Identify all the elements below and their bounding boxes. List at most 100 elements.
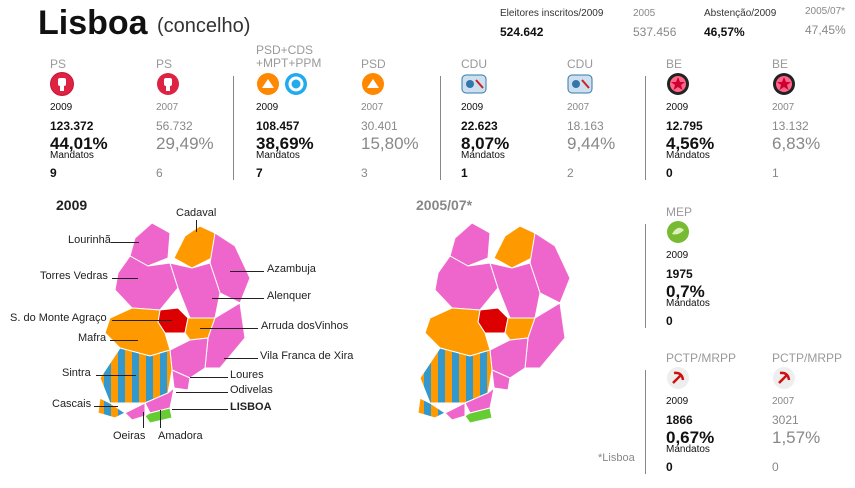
cdu-icon xyxy=(461,72,487,96)
region-alenquer xyxy=(169,262,221,319)
mandates-label: Mandatos xyxy=(50,150,94,161)
hammer-sickle-icon xyxy=(666,366,690,390)
leader-line xyxy=(111,242,139,243)
mandates-label: Mandatos xyxy=(256,150,300,161)
party-votes: 56.732 xyxy=(156,119,193,133)
leader-line xyxy=(172,409,228,410)
party-pct: 9,44% xyxy=(567,134,616,153)
party-pct: 29,49% xyxy=(156,134,214,153)
party-year: 2009 xyxy=(256,102,279,113)
leader-line xyxy=(196,220,197,232)
party-name: PS xyxy=(50,57,67,71)
be-star-icon xyxy=(666,72,690,96)
region-lisboa xyxy=(464,407,493,424)
party-name: CDU xyxy=(567,57,593,71)
party-year: 2009 xyxy=(666,396,689,407)
map-prev-title: 2005/07* xyxy=(416,197,473,213)
map-2009 xyxy=(97,222,251,424)
party-pct: 15,80% xyxy=(361,134,419,153)
map-footnote: *Lisboa xyxy=(598,452,635,464)
party-name: BE xyxy=(666,57,683,71)
region-cascais xyxy=(417,397,446,419)
party-votes: 1866 xyxy=(666,413,693,427)
label-oeiras: Oeiras xyxy=(113,430,146,442)
leader-line xyxy=(200,328,258,329)
region-alenquer xyxy=(489,262,541,319)
party-mandates: 0 xyxy=(666,166,673,180)
region-amadora xyxy=(144,386,175,414)
leader-line xyxy=(112,278,138,279)
region-lisboa xyxy=(144,407,173,424)
party-pct: 44,01% xyxy=(50,134,108,153)
party-psd-2009: PSD+CDS +MPT+PPM 2009 108.457 38,69% Man… xyxy=(256,44,346,181)
registered-label: Eleitores inscritos/2009 xyxy=(500,8,604,19)
party-name: PCTP/MRPP xyxy=(666,351,737,365)
ps-fist-icon xyxy=(50,72,74,96)
label-sobral: S. do Monte Agraço xyxy=(10,312,107,324)
party-mandates: 0 xyxy=(666,314,673,328)
party-pct: 6,83% xyxy=(772,134,821,153)
party-name: CDU xyxy=(461,57,487,71)
party-votes: 13.132 xyxy=(772,119,809,133)
party-mandates: 3 xyxy=(361,166,368,180)
abstention-prev-value: 47,45% xyxy=(805,23,846,37)
party-year: 2007 xyxy=(567,102,590,113)
party-be-2007: BE 2007 13.132 6,83% 1 xyxy=(772,58,855,181)
page-title: Lisboa xyxy=(38,4,148,42)
party-cdu-2007: CDU 2007 18.163 9,44% 2 xyxy=(567,57,657,181)
party-name: MEP xyxy=(666,205,693,219)
party-year: 2007 xyxy=(361,102,384,113)
party-mep-2009: MEP 2009 1975 0,7% Mandatos 0 xyxy=(666,205,756,329)
party-pctp-2007: PCTP/MRPP 2007 3021 1,57% 0 xyxy=(772,352,855,475)
label-lisboa: LISBOA xyxy=(230,401,272,413)
party-year: 2009 xyxy=(666,102,689,113)
party-ps-2009: PS 2009 123.372 44,01% Mandatos 9 xyxy=(50,57,140,180)
divider xyxy=(645,76,646,180)
region-cadaval xyxy=(493,225,536,269)
label-cascais: Cascais xyxy=(52,398,92,410)
party-year: 2007 xyxy=(772,102,795,113)
region-odivelas xyxy=(491,369,511,391)
party-pct: 1,57% xyxy=(772,428,821,447)
leader-line xyxy=(230,271,264,272)
leader-line xyxy=(224,358,258,359)
label-azambuja: Azambuja xyxy=(267,263,316,275)
party-name: PSD xyxy=(361,57,386,71)
label-mafra: Mafra xyxy=(78,332,107,344)
mandates-label: Mandatos xyxy=(666,298,710,309)
ps-fist-icon xyxy=(156,72,180,96)
party-votes: 123.372 xyxy=(50,119,94,133)
party-year: 2009 xyxy=(50,102,73,113)
party-votes: 18.163 xyxy=(567,119,604,133)
party-year: 2009 xyxy=(666,250,689,261)
leader-line xyxy=(96,375,136,376)
party-votes: 3021 xyxy=(772,413,799,427)
label-alenquer: Alenquer xyxy=(267,290,312,302)
leader-line xyxy=(212,298,264,299)
leader-line xyxy=(160,410,161,428)
party-name: PS xyxy=(156,57,173,71)
label-torres-vedras: Torres Vedras xyxy=(40,270,108,282)
registered-value: 524.642 xyxy=(500,25,544,39)
hammer-sickle-icon xyxy=(772,366,796,390)
abstention-prev-label: 2005/07* xyxy=(805,6,846,17)
region-cascais xyxy=(97,397,126,419)
region-oeiras xyxy=(124,402,146,421)
label-lourinha: Lourinhã xyxy=(68,234,111,246)
be-star-icon xyxy=(772,72,796,96)
registered-prev-value: 537.456 xyxy=(633,25,677,39)
party-mandates: 0 xyxy=(666,460,673,474)
map-2009-title: 2009 xyxy=(56,197,88,213)
label-loures: Loures xyxy=(230,369,264,381)
psd-arrow-icon xyxy=(256,72,280,96)
region-oeiras xyxy=(444,402,466,421)
party-mandates: 6 xyxy=(156,166,163,180)
party-mandates: 0 xyxy=(772,460,779,474)
region-mafra xyxy=(424,307,491,357)
psd-arrow-icon xyxy=(361,72,385,96)
party-votes: 1975 xyxy=(666,267,693,281)
party-pct: 0,7% xyxy=(666,282,705,301)
cdu-icon xyxy=(567,72,593,96)
leader-line xyxy=(190,377,228,378)
region-amadora xyxy=(464,386,495,414)
